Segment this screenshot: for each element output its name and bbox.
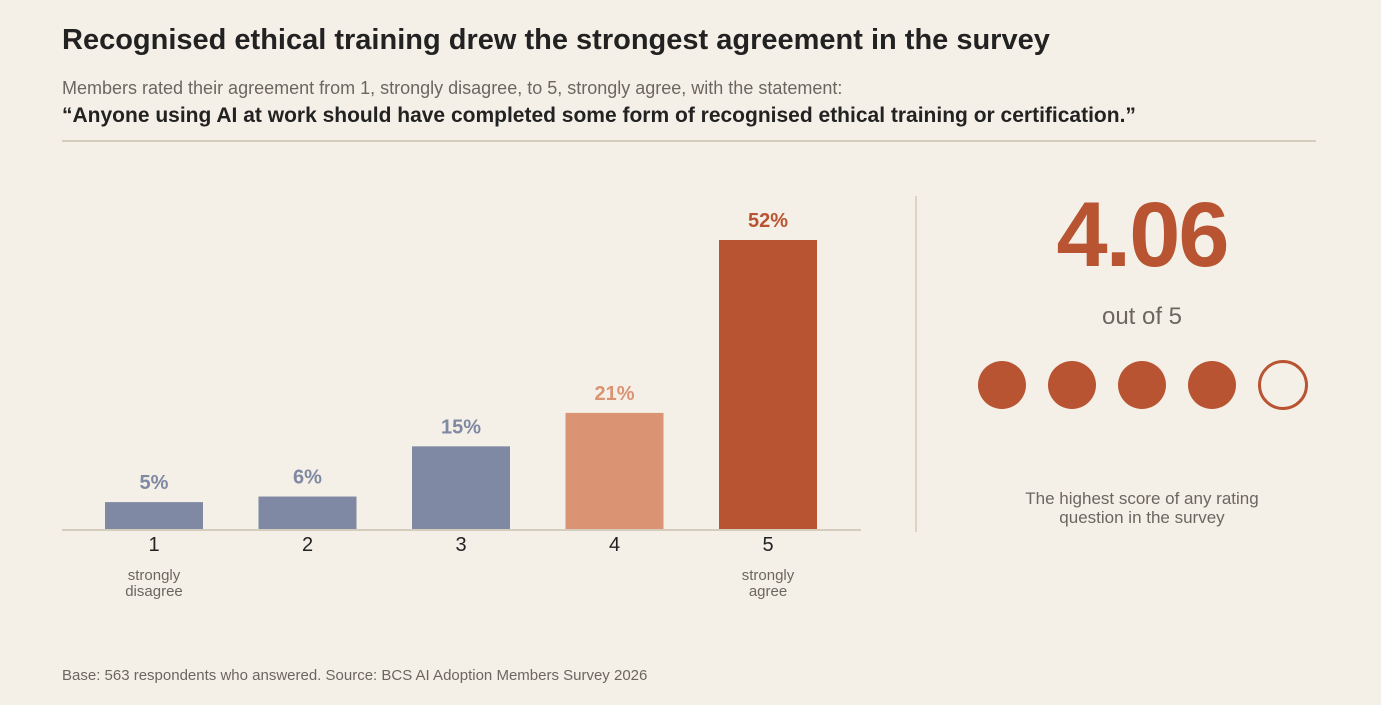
bar	[719, 240, 817, 530]
average-score: 4.06	[1056, 184, 1229, 286]
data-label: 6%	[293, 467, 322, 489]
source-note: Base: 563 respondents who answered. Sour…	[62, 667, 648, 684]
bar	[565, 412, 664, 530]
data-label: 52%	[748, 210, 788, 232]
bar-chart: 5% 1 strongly disagree 6% 2 15% 3 21% 4 52% 5 strong…	[62, 210, 861, 600]
rating-dot-empty	[1258, 360, 1308, 410]
data-label: 15%	[441, 416, 481, 438]
rating-dot-filled	[978, 361, 1026, 409]
bar	[412, 446, 510, 530]
chart-title: Recognised ethical training drew the str…	[62, 24, 1050, 56]
bar	[105, 502, 203, 530]
x-tick-label: 4	[609, 534, 620, 556]
x-tick-label: 2	[302, 534, 313, 556]
data-label: 21%	[594, 383, 634, 405]
data-label: 5%	[140, 472, 169, 494]
rating-dots	[978, 360, 1318, 411]
panel-divider	[915, 196, 917, 532]
score-scale: out of 5	[1101, 303, 1183, 330]
rating-dot-filled	[1048, 361, 1096, 409]
chart-subtitle: Members rated their agreement from 1, st…	[62, 78, 843, 98]
rating-dot-filled	[1118, 361, 1166, 409]
score-note: The highest score of any rating question…	[1025, 489, 1259, 527]
x-tick-label: 3	[455, 534, 466, 556]
bar	[258, 496, 357, 530]
category-note: strongly agree	[742, 567, 795, 600]
x-tick-label: 5	[762, 534, 773, 556]
survey-statement: “Anyone using AI at work should have com…	[62, 104, 1136, 127]
category-note: strongly disagree	[125, 567, 183, 600]
header-divider	[62, 140, 1316, 142]
x-tick-label: 1	[148, 534, 159, 556]
rating-dot-filled	[1188, 361, 1236, 409]
